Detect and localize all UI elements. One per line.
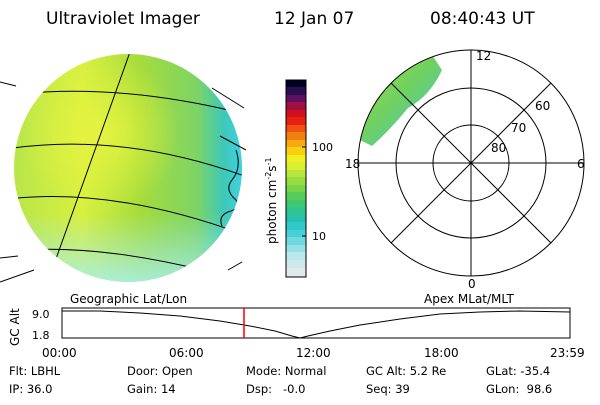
door-field: Door: Open bbox=[127, 364, 193, 378]
mode-field: Mode: Normal bbox=[246, 364, 326, 378]
mlt-label-6: 6 bbox=[577, 157, 585, 171]
glon-field: GLon: 98.6 bbox=[486, 382, 552, 396]
mlt-label-12: 12 bbox=[476, 49, 491, 63]
coastline bbox=[220, 149, 239, 227]
dsp-field: Dsp: -0.0 bbox=[246, 382, 305, 396]
polar-plot: 12 0 18 6 60 70 80 bbox=[345, 49, 585, 291]
gc-alt-field: GC Alt: 5.2 Re bbox=[366, 364, 446, 378]
geo-grid-line bbox=[51, 54, 131, 271]
aurora-region bbox=[358, 52, 442, 146]
mlt-label-18: 18 bbox=[345, 157, 360, 171]
lat-label-70: 70 bbox=[511, 121, 526, 135]
time-tick-1200: 12:00 bbox=[296, 346, 331, 360]
app-title: Ultraviolet Imager bbox=[46, 9, 200, 29]
colorbar-unit-label: photon cm-2s-1 bbox=[264, 157, 279, 244]
colorbar: 100 10 photon cm-2s-1 bbox=[264, 79, 333, 278]
filter-field: Flt: LBHL bbox=[9, 364, 61, 378]
time-tick-2359: 23:59 bbox=[550, 346, 585, 360]
y-tick-bottom: 1.8 bbox=[32, 329, 50, 342]
gc-alt-axis-label: GC Alt bbox=[8, 308, 22, 346]
gain-field: Gain: 14 bbox=[127, 382, 176, 396]
glat-field: GLat: -35.4 bbox=[486, 364, 550, 378]
lat-label-60: 60 bbox=[535, 99, 550, 113]
colorbar-tick-100: 100 bbox=[312, 141, 333, 154]
time-tick-1800: 18:00 bbox=[424, 346, 459, 360]
mlt-label-0: 0 bbox=[468, 277, 476, 291]
geo-grid-line bbox=[14, 196, 242, 236]
time-tick-0600: 06:00 bbox=[169, 346, 204, 360]
geographic-caption: Geographic Lat/Lon bbox=[70, 292, 187, 306]
mlt-diagonal bbox=[390, 82, 552, 244]
colorbar-tick-10: 10 bbox=[312, 230, 326, 243]
date-label: 12 Jan 07 bbox=[274, 9, 354, 29]
apex-caption: Apex MLat/MLT bbox=[424, 292, 514, 306]
ip-field: IP: 36.0 bbox=[9, 382, 52, 396]
lat-label-80: 80 bbox=[491, 141, 506, 155]
time-label: 08:40:43 UT bbox=[430, 9, 535, 29]
gc-alt-curve bbox=[62, 310, 571, 339]
orbit-timeline: Geographic Lat/Lon Apex MLat/MLT GC Alt … bbox=[8, 292, 585, 360]
earth-image bbox=[0, 54, 247, 283]
geo-grid-line bbox=[14, 143, 242, 179]
seq-field: Seq: 39 bbox=[366, 382, 410, 396]
instrument-info: Flt: LBHL IP: 36.0 Door: Open Gain: 14 M… bbox=[9, 364, 552, 396]
y-tick-top: 9.0 bbox=[32, 308, 50, 321]
time-tick-0000: 00:00 bbox=[42, 346, 77, 360]
